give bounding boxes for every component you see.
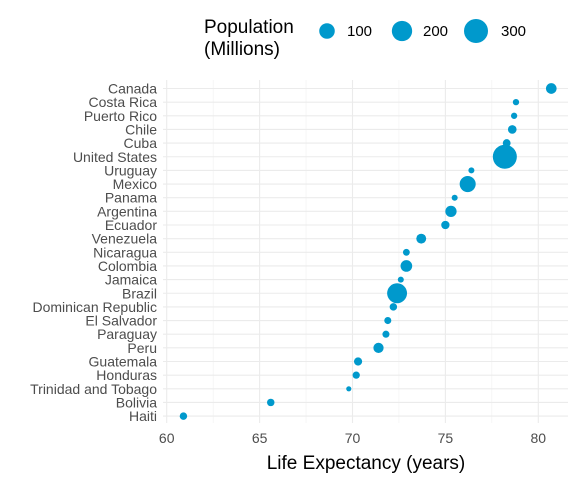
x-tick-label: 65 [252,430,268,446]
data-point [387,283,408,304]
data-point [512,98,520,106]
data-point [397,276,404,283]
y-tick-label: Honduras [96,367,157,383]
x-tick-label: 80 [530,430,546,446]
data-point [507,125,517,134]
y-tick-label: Puerto Rico [84,108,157,124]
y-tick-label: Colombia [98,258,157,274]
y-tick-label: El Salvador [85,313,157,329]
legend-label: 200 [423,23,448,40]
y-tick-label: Chile [125,121,157,137]
y-tick-label: Panama [105,190,157,206]
x-axis-labels: 60 65 70 75 80 [159,430,546,446]
y-tick-label: Costa Rica [89,94,158,110]
y-tick-label: Trinidad and Tobago [30,381,157,397]
legend-symbol [391,20,413,42]
legend-title-line1: Population [204,17,294,38]
data-point [382,330,390,338]
y-tick-label: Ecuador [105,217,157,233]
legend-symbol [319,23,335,39]
y-tick-label: Nicaragua [93,244,157,260]
data-point [352,371,360,379]
data-point [451,194,458,201]
y-tick-label: Uruguay [104,162,157,178]
y-tick-label: Argentina [97,203,157,219]
data-point [267,398,275,407]
y-tick-label: Cuba [124,135,158,151]
legend-label: 100 [347,23,372,40]
data-point [445,205,457,218]
data-point [416,233,427,244]
legend-symbol [464,19,488,43]
y-tick-label: Peru [127,340,157,356]
data-point [502,139,511,148]
y-tick-label: Guatemala [89,354,158,370]
y-tick-label: Paraguay [97,326,157,342]
y-tick-label: United States [73,149,157,165]
legend-entries: 100 200 300 [319,19,526,43]
data-point [400,260,413,272]
data-point [545,83,557,94]
grid-lines [163,80,568,423]
y-tick-label: Bolivia [116,394,157,410]
data-point [384,317,392,325]
x-tick-label: 70 [345,430,361,446]
x-axis-title: Life Expectancy (years) [267,453,466,474]
legend: Population (Millions) 100 200 300 [204,17,526,60]
x-tick-label: 75 [438,430,454,446]
data-point [346,386,352,392]
data-point [389,303,398,311]
data-point [468,167,475,174]
data-point [441,220,450,230]
data-point [179,412,188,420]
data-point [510,112,518,119]
data-points [179,83,557,420]
x-tick-label: 60 [159,430,175,446]
legend-label: 300 [501,23,526,40]
y-tick-label: Jamaica [105,272,157,288]
data-point [492,144,517,169]
y-tick-label: Dominican Republic [32,299,157,315]
y-tick-label: Mexico [113,176,158,192]
y-tick-label: Brazil [122,285,157,301]
data-point [373,342,384,353]
y-tick-label: Venezuela [92,231,158,247]
data-point [402,248,410,256]
data-point [459,176,476,193]
y-tick-label: Canada [108,81,157,97]
data-point [353,357,363,366]
y-tick-label: Haiti [129,408,157,424]
legend-title-line2: (Millions) [204,39,280,60]
